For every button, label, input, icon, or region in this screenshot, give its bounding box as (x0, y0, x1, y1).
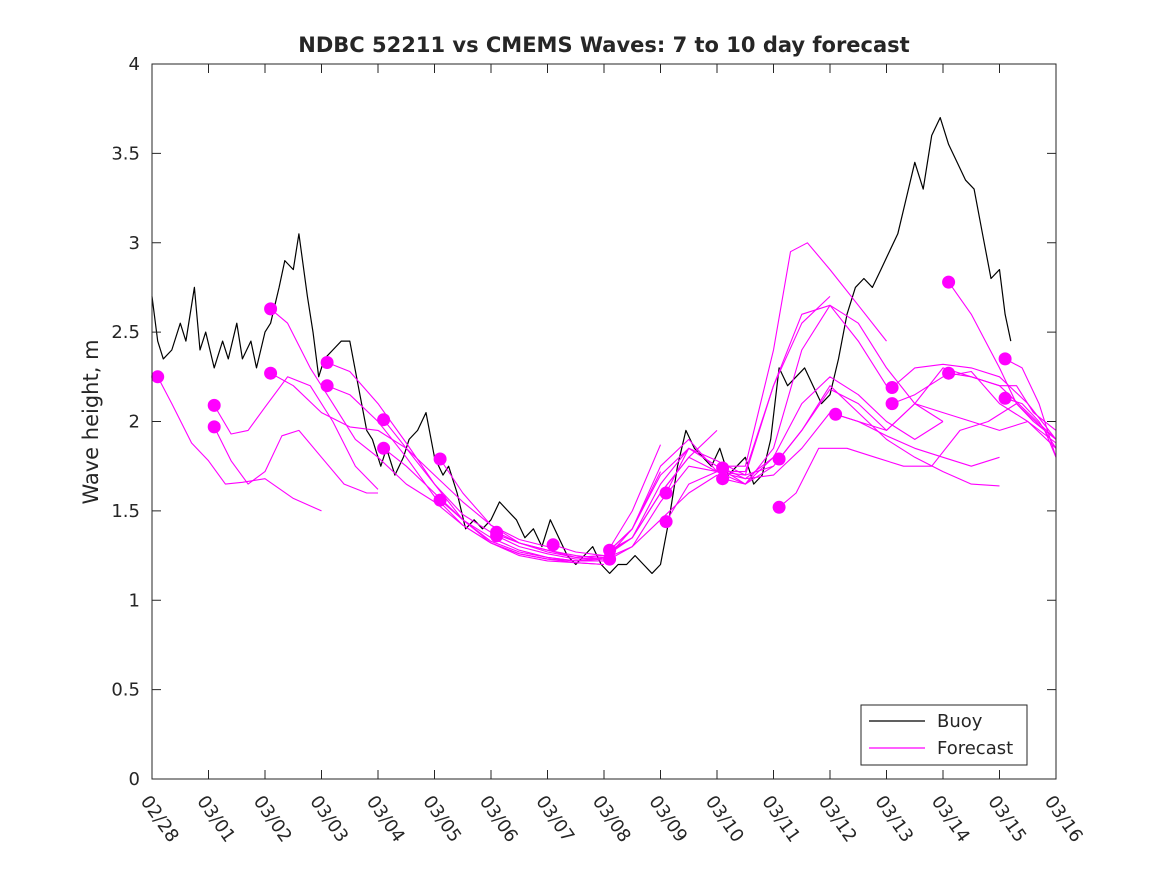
series-line-forecast-1 (157, 376, 322, 512)
x-tick-label: 03/03 (305, 792, 352, 847)
forecast-start-marker-2 (207, 398, 221, 412)
forecast-start-marker-20 (716, 472, 730, 486)
forecast-start-marker-14 (546, 538, 560, 552)
series-line-forecast-7 (326, 385, 605, 566)
x-tick-label: 03/13 (870, 792, 917, 847)
marker-layer (151, 275, 1012, 566)
forecast-start-marker-21 (772, 452, 786, 466)
forecast-start-marker-10 (433, 452, 447, 466)
y-tick-label: 3 (129, 233, 140, 254)
forecast-start-marker-5 (264, 366, 278, 380)
x-tick-label: 03/05 (418, 792, 465, 847)
forecast-start-marker-11 (433, 493, 447, 507)
series-line-forecast-2 (213, 376, 379, 490)
forecast-start-marker-19 (716, 461, 730, 475)
x-tick-label: 03/04 (362, 792, 409, 847)
y-tick-label: 0 (129, 769, 140, 790)
legend-label-forecast: Forecast (937, 738, 1013, 759)
series-line-forecast-15 (609, 242, 887, 551)
forecast-start-marker-9 (377, 441, 391, 455)
x-tick-label: 03/01 (192, 792, 239, 847)
forecast-start-marker-4 (264, 302, 278, 316)
series-line-forecast-17 (665, 304, 944, 494)
x-tick-label: 03/12 (814, 792, 861, 847)
series-line-buoy (151, 116, 1012, 575)
x-tick-label: 03/15 (983, 792, 1030, 847)
forecast-start-marker-1 (151, 370, 165, 384)
forecast-start-marker-24 (885, 381, 899, 394)
legend: Buoy Forecast (860, 704, 1028, 766)
series-line-forecast-6 (326, 361, 605, 560)
forecast-start-marker-15 (603, 543, 617, 557)
series-line-forecast-28 (1004, 358, 1057, 458)
y-tick-label: 1.5 (111, 501, 140, 522)
series-line-forecast-20 (722, 385, 1000, 487)
forecast-start-marker-13 (490, 529, 504, 543)
forecast-start-marker-22 (772, 500, 786, 514)
x-tick-label: 03/10 (701, 792, 748, 847)
series-line-forecast-4 (270, 308, 605, 566)
chart-title: NDBC 52211 vs CMEMS Waves: 7 to 10 day f… (298, 33, 909, 57)
x-tick-label: 03/16 (1040, 792, 1087, 847)
series-line-forecast-11 (439, 474, 718, 562)
y-tick-label: 2.5 (111, 322, 140, 343)
series-line-forecast-25 (891, 370, 1057, 449)
x-tick-label: 03/08 (588, 792, 635, 847)
series-line-forecast-3 (213, 426, 378, 494)
forecast-start-marker-27 (942, 366, 956, 380)
series-line-forecast-27 (948, 372, 1057, 431)
forecast-start-marker-28 (998, 352, 1012, 366)
y-tick-label: 1 (129, 590, 140, 611)
plot-area (152, 64, 1056, 779)
y-tick-label: 3.5 (111, 143, 140, 164)
x-tick-label: 03/07 (531, 792, 578, 847)
series-line-forecast-9 (383, 444, 662, 562)
forecast-start-marker-25 (885, 397, 899, 411)
x-tick-label: 03/11 (757, 792, 804, 847)
forecast-start-marker-17 (659, 486, 673, 500)
y-tick-label: 2 (129, 412, 140, 433)
y-tick-label: 0.5 (111, 680, 140, 701)
x-tick-label: 02/28 (136, 792, 183, 847)
forecast-start-marker-16 (603, 552, 617, 566)
legend-label-buoy: Buoy (937, 711, 983, 732)
forecast-start-marker-18 (659, 515, 673, 529)
series-line-forecast-18 (665, 376, 944, 522)
legend-box (860, 704, 1028, 766)
forecast-start-marker-23 (829, 407, 843, 421)
forecast-start-marker-29 (998, 391, 1012, 405)
forecast-start-marker-26 (942, 275, 956, 289)
series-line-forecast-23 (835, 367, 1057, 440)
x-tick-label: 03/02 (249, 792, 296, 847)
forecast-start-marker-8 (377, 413, 391, 427)
x-tick-label: 03/14 (927, 792, 974, 847)
y-tick-label: 4 (129, 54, 140, 75)
series-line-forecast-29 (1004, 397, 1057, 449)
x-tick-label: 03/09 (644, 792, 691, 847)
forecast-start-marker-3 (207, 420, 221, 434)
forecast-start-marker-6 (320, 356, 334, 369)
series-line-forecast-14 (552, 296, 831, 557)
x-tick-label: 03/06 (475, 792, 522, 847)
forecast-start-marker-7 (320, 379, 334, 393)
series-line-forecast-16 (609, 304, 887, 560)
y-axis-label: Wave height, m (79, 339, 103, 504)
